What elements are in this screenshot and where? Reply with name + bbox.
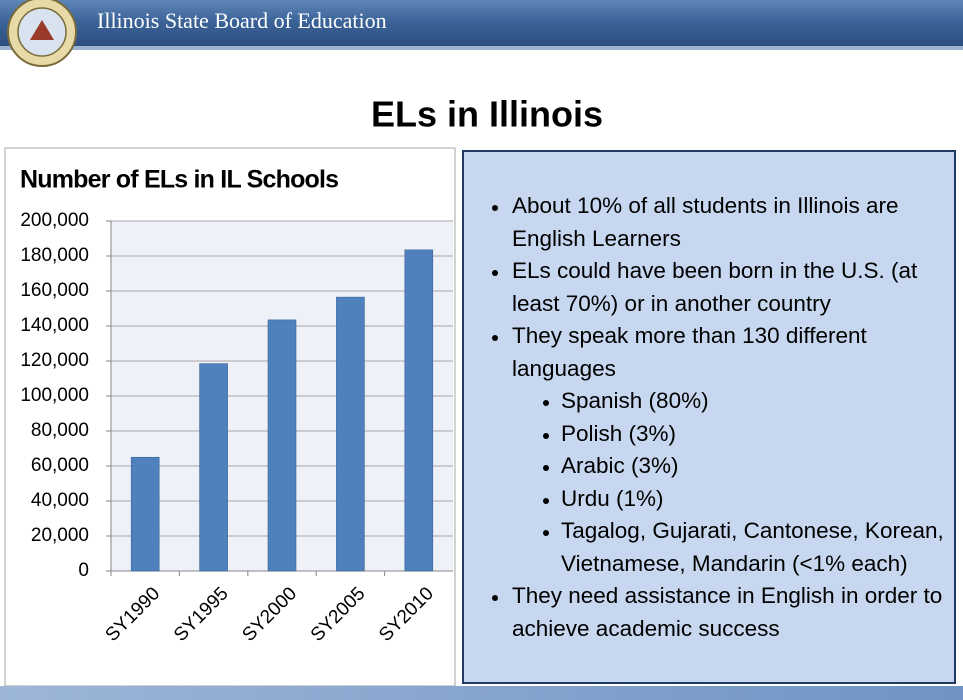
y-tick-label: 180,000 xyxy=(20,245,89,266)
seal-emblem xyxy=(30,20,54,40)
sub-bullet-text: Spanish (80%) xyxy=(561,388,709,413)
header-title: Illinois State Board of Education xyxy=(97,8,387,33)
bullet-text: They need assistance in English in order… xyxy=(512,583,943,641)
footer-bar xyxy=(0,686,963,700)
bar xyxy=(199,363,228,572)
y-tick-label: 120,000 xyxy=(20,350,89,371)
bullet: ELs could have been born in the U.S. (at… xyxy=(510,255,950,320)
bar xyxy=(336,296,365,572)
y-tick-label: 100,000 xyxy=(20,385,89,406)
sub-bullet-text: Polish (3%) xyxy=(561,420,677,446)
y-tick-label: 60,000 xyxy=(31,455,89,476)
sub-bullet: Spanish (80%) xyxy=(561,385,950,418)
bullet: They speak more than 130 different langu… xyxy=(510,320,950,580)
bullet-text: They speak more than 130 different langu… xyxy=(512,323,867,381)
bullet-text: ELs could have been born in the U.S. (at… xyxy=(512,258,918,316)
bullet-list: About 10% of all students in Illinois ar… xyxy=(510,190,950,645)
slide-title: ELs in Illinois xyxy=(371,94,603,135)
chart-title: Number of ELs in IL Schools xyxy=(20,166,338,194)
sub-bullet: Polish (3%) xyxy=(561,418,950,451)
bullet: They need assistance in English in order… xyxy=(510,580,950,645)
sub-bullet: Arabic (3%) xyxy=(561,450,950,483)
bullet: About 10% of all students in Illinois ar… xyxy=(510,190,950,255)
y-tick-label: 20,000 xyxy=(31,525,89,546)
bar xyxy=(267,319,297,572)
y-tick-label: 0 xyxy=(78,560,89,581)
sub-bullet-text: Urdu (1%) xyxy=(561,485,664,511)
sub-bullet: Urdu (1%) xyxy=(561,483,950,516)
header-rule xyxy=(0,46,963,50)
y-tick-label: 200,000 xyxy=(20,210,89,231)
bar xyxy=(130,456,160,572)
bullet-text: About 10% of all students in Illinois ar… xyxy=(512,193,899,251)
y-tick-label: 160,000 xyxy=(20,280,89,301)
y-tick-label: 40,000 xyxy=(31,490,89,511)
bullet-panel: About 10% of all students in Illinois ar… xyxy=(462,150,956,684)
y-tick-label: 80,000 xyxy=(31,420,89,441)
sub-bullet-text: Arabic (3%) xyxy=(561,453,679,478)
bar xyxy=(404,249,434,572)
sub-list: Spanish (80%) Polish (3%) Arabic (3%) Urdu … xyxy=(512,385,950,580)
y-tick-label: 140,000 xyxy=(20,315,89,336)
sub-bullet-text: Tagalog, Gujarati, Cantonese, Korean, Vi… xyxy=(561,518,944,576)
header-bar xyxy=(0,0,963,46)
sub-bullet: Tagalog, Gujarati, Cantonese, Korean, Vi… xyxy=(561,515,950,580)
